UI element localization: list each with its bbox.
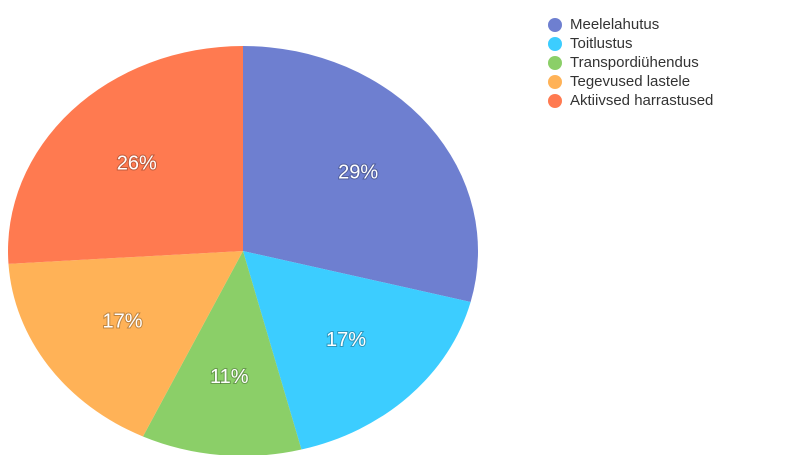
legend-marker bbox=[548, 37, 562, 51]
legend-label: Aktiivsed harrastused bbox=[570, 92, 713, 109]
pie-slice bbox=[7, 46, 243, 264]
legend-label: Tegevused lastele bbox=[570, 73, 690, 90]
legend-marker bbox=[548, 94, 562, 108]
legend-label: Meelelahutus bbox=[570, 16, 659, 33]
value-label: 26% bbox=[117, 152, 157, 174]
value-label: 17% bbox=[102, 311, 142, 333]
value-label: 17% bbox=[326, 329, 366, 351]
pie-slice bbox=[243, 46, 478, 302]
pie-slice bbox=[142, 251, 302, 455]
pie-slice bbox=[8, 251, 244, 437]
legend-label: Transpordiühendus bbox=[570, 54, 699, 71]
legend-marker bbox=[548, 18, 562, 32]
pie-slice bbox=[243, 251, 471, 450]
legend-marker bbox=[548, 56, 562, 70]
legend-label: Toitlustus bbox=[570, 35, 633, 52]
value-label: 11% bbox=[210, 366, 249, 388]
legend-marker bbox=[548, 75, 562, 89]
value-label: 29% bbox=[338, 161, 378, 183]
